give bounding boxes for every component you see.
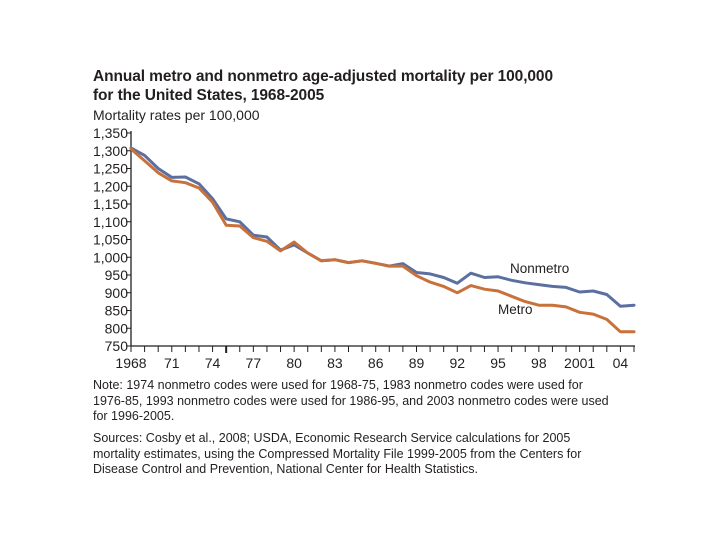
y-tick-label: 950	[105, 267, 129, 283]
axes	[130, 131, 635, 347]
chart-title: Annual metro and nonmetro age-adjusted m…	[93, 67, 653, 105]
x-tick-label: 98	[531, 355, 547, 371]
x-tick-label: 04	[613, 355, 629, 371]
chart-title-line-1: Annual metro and nonmetro age-adjusted m…	[93, 68, 553, 85]
x-tick-label: 1968	[115, 355, 146, 371]
x-tick-label: 83	[327, 355, 343, 371]
y-tick-label: 1,000	[93, 249, 128, 265]
y-tick-label: 750	[105, 338, 129, 354]
x-tick-label: 95	[490, 355, 506, 371]
x-tick-label: 92	[449, 355, 465, 371]
series-label-nonmetro: Nonmetro	[510, 261, 569, 276]
y-tick-label: 900	[105, 285, 129, 301]
series-line-metro	[129, 147, 636, 334]
x-tick-label: 2001	[564, 355, 595, 371]
y-tick-label: 1,200	[93, 178, 128, 194]
series-label-metro: Metro	[498, 302, 533, 317]
y-tick-label: 1,050	[93, 232, 128, 248]
y-tick-label: 1,250	[93, 161, 128, 177]
y-tick-label: 1,150	[93, 196, 128, 212]
x-tick-label: 86	[368, 355, 384, 371]
x-tick-label: 80	[286, 355, 302, 371]
x-tick-label: 89	[409, 355, 425, 371]
series-line-nonmetro	[129, 146, 636, 308]
y-tick-label: 1,100	[93, 214, 128, 230]
chart-sources: Sources: Cosby et al., 2008; USDA, Econo…	[93, 431, 582, 476]
x-tick-label: 71	[164, 355, 180, 371]
y-tick-label: 800	[105, 320, 129, 336]
y-axis-label: Mortality rates per 100,000	[93, 107, 260, 123]
x-tick-label: 77	[246, 355, 262, 371]
x-axis-ticks: 1968 71 74 77 80 83 86 89 92 95 98 2001 04	[115, 346, 635, 371]
chart-note: Note: 1974 nonmetro codes were used for …	[93, 378, 609, 423]
x-tick-label: 74	[205, 355, 221, 371]
y-tick-label: 850	[105, 303, 129, 319]
y-tick-label: 1,350	[93, 125, 128, 141]
series-lines	[129, 146, 636, 334]
chart-title-line-2: for the United States, 1968-2005	[93, 87, 325, 104]
y-tick-label: 1,300	[93, 143, 128, 159]
